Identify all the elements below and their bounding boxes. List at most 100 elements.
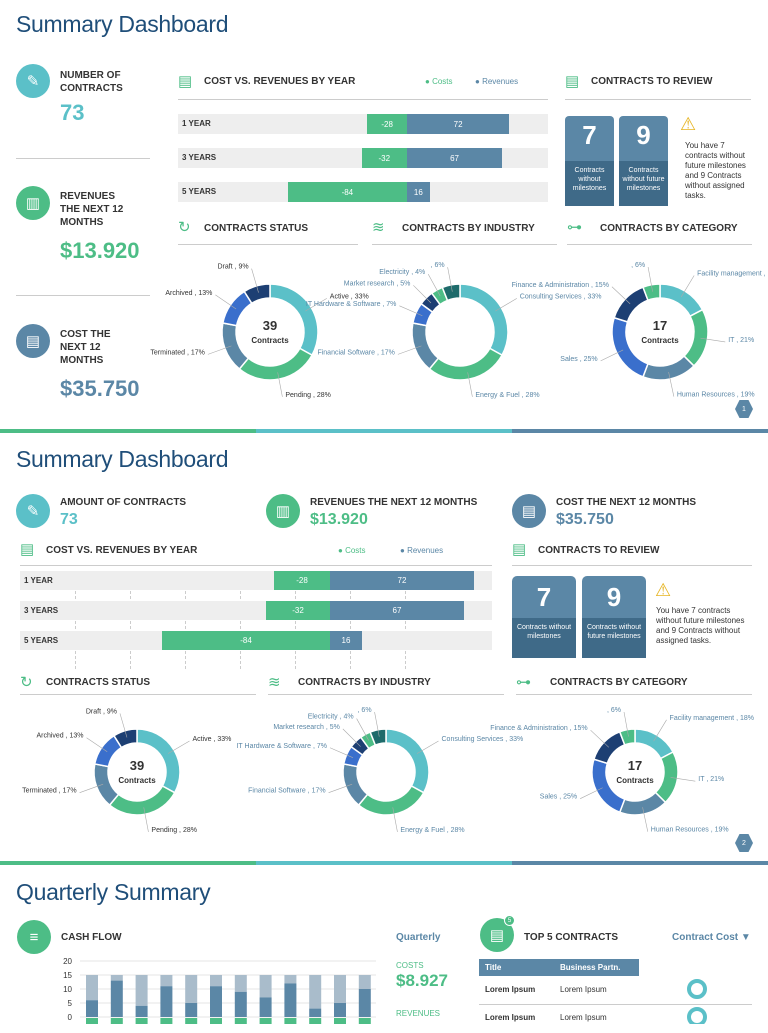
- cash-bar-top[interactable]: [234, 975, 247, 992]
- cash-bar[interactable]: [110, 980, 123, 1017]
- table-row[interactable]: Lorem Ipsum Lorem Ipsum: [479, 980, 752, 1005]
- divider: [20, 694, 256, 695]
- cash-bar[interactable]: [160, 986, 173, 1017]
- divider: [372, 244, 557, 245]
- donut-slice[interactable]: [385, 728, 430, 794]
- cash-bar-negative[interactable]: [358, 1018, 371, 1024]
- revenue-bar[interactable]: 16: [407, 182, 430, 202]
- y-tick-label: 20: [63, 957, 72, 966]
- cost-bar[interactable]: -84: [162, 631, 330, 650]
- section-title: CONTRACTS STATUS: [46, 677, 151, 688]
- section-title: TOP 5 CONTRACTS: [524, 932, 619, 943]
- row-label: 3 YEARS: [182, 153, 217, 162]
- slice-label: Financial Software , 17%: [248, 788, 325, 795]
- slice-label: IT Hardware & Software , 7%: [236, 743, 327, 750]
- kpi-value: 73: [60, 100, 85, 125]
- cash-bar[interactable]: [284, 983, 297, 1017]
- page-number-badge: 2: [735, 834, 753, 852]
- y-tick-label: 0: [68, 1013, 73, 1022]
- revenue-bar[interactable]: 67: [330, 601, 464, 620]
- cash-bar-top[interactable]: [358, 975, 371, 989]
- revenue-bar[interactable]: 67: [407, 148, 503, 168]
- cash-bar-negative[interactable]: [160, 1018, 173, 1024]
- donut-slice[interactable]: [642, 283, 661, 302]
- cash-bar-top[interactable]: [309, 975, 322, 1009]
- cash-bar-top[interactable]: [185, 975, 198, 1003]
- donut-slice[interactable]: [591, 758, 626, 814]
- sort-dropdown[interactable]: Contract Cost ▼: [672, 932, 751, 943]
- donut-slice[interactable]: [618, 728, 636, 746]
- cost-bar[interactable]: -32: [361, 148, 407, 168]
- revenue-bar[interactable]: 16: [330, 631, 362, 650]
- cash-bar-negative[interactable]: [210, 1018, 222, 1024]
- section-title: CASH FLOW: [61, 932, 122, 943]
- cash-bar-top[interactable]: [259, 975, 272, 998]
- page-number-badge: 1: [735, 400, 753, 418]
- cash-bar-top[interactable]: [210, 975, 222, 987]
- row-label: 1 YEAR: [182, 119, 211, 128]
- cost-bar[interactable]: -28: [274, 571, 330, 590]
- donut-slice[interactable]: [357, 784, 425, 816]
- review-tile[interactable]: 7 Contracts without milestones: [512, 576, 576, 658]
- leader-line: [447, 267, 453, 292]
- cash-bar-negative[interactable]: [86, 1018, 98, 1024]
- table-row[interactable]: Lorem Ipsum Lorem Ipsum: [479, 1008, 752, 1033]
- cash-bar-negative[interactable]: [110, 1018, 123, 1024]
- period-selector[interactable]: Quarterly: [396, 932, 441, 943]
- donut-slice[interactable]: [342, 763, 369, 807]
- donut-slice[interactable]: [618, 791, 667, 816]
- cash-bar-negative[interactable]: [185, 1018, 198, 1024]
- cash-bar[interactable]: [309, 1008, 322, 1017]
- slice-label: Electricity , 4%: [308, 714, 354, 721]
- cash-bar[interactable]: [334, 1003, 346, 1017]
- cash-bar-negative[interactable]: [135, 1018, 148, 1024]
- cash-bar-top[interactable]: [334, 975, 346, 1003]
- cash-bar-top[interactable]: [160, 975, 173, 987]
- cash-bar-negative[interactable]: [334, 1018, 346, 1024]
- cost-bar[interactable]: -84: [287, 182, 407, 202]
- cash-bar-top[interactable]: [284, 975, 297, 984]
- review-tile[interactable]: 9 Contracts without future milestones: [619, 116, 668, 206]
- cash-bar-negative[interactable]: [284, 1018, 297, 1024]
- cash-bar[interactable]: [358, 989, 371, 1017]
- divider-bar: [256, 429, 512, 433]
- review-tile[interactable]: 7 Contracts without milestones: [565, 116, 614, 206]
- donut-slice[interactable]: [634, 728, 675, 760]
- cash-bar[interactable]: [185, 1003, 198, 1017]
- cash-bar-top[interactable]: [135, 975, 148, 1006]
- leader-line: [305, 298, 327, 312]
- cash-bar[interactable]: [234, 991, 247, 1017]
- cost-bar[interactable]: -28: [367, 114, 407, 134]
- donut-slice[interactable]: [93, 763, 120, 807]
- leader-line: [328, 783, 353, 793]
- cash-bar-top[interactable]: [86, 975, 98, 1001]
- warning-icon: ⚠: [680, 114, 697, 134]
- slice-label: Sales , 25%: [540, 794, 577, 801]
- page-title: Summary Dashboard: [16, 11, 229, 37]
- cash-bar[interactable]: [86, 1000, 98, 1017]
- donut-slice[interactable]: [112, 728, 138, 749]
- revenue-bar[interactable]: 72: [330, 571, 474, 590]
- donut-slice[interactable]: [369, 728, 387, 747]
- cash-bar[interactable]: [210, 986, 222, 1017]
- slice-label: Facility management , 18%: [670, 715, 754, 722]
- divider-bar: [0, 861, 256, 865]
- revenue-bar[interactable]: 72: [407, 114, 510, 134]
- review-tile[interactable]: 9 Contracts without future milestones: [582, 576, 646, 658]
- cash-bar-negative[interactable]: [309, 1018, 322, 1024]
- cash-bar[interactable]: [259, 997, 272, 1017]
- donut-slice[interactable]: [108, 784, 176, 816]
- cost-bar[interactable]: -32: [266, 601, 330, 620]
- costs-value: $8.927: [396, 971, 448, 990]
- slice-label: Active , 33%: [330, 293, 369, 300]
- cash-bar-top[interactable]: [110, 975, 123, 981]
- cash-bar[interactable]: [135, 1005, 148, 1017]
- donut-slice[interactable]: [243, 283, 271, 305]
- leader-line: [119, 713, 128, 738]
- cash-bar-negative[interactable]: [234, 1018, 247, 1024]
- slice-label: IT Hardware & Software , 7%: [306, 301, 397, 308]
- slice-label: , 6%: [358, 707, 372, 714]
- donut-slice[interactable]: [441, 283, 461, 302]
- cash-bar-negative[interactable]: [259, 1018, 272, 1024]
- donut-slice[interactable]: [593, 730, 626, 765]
